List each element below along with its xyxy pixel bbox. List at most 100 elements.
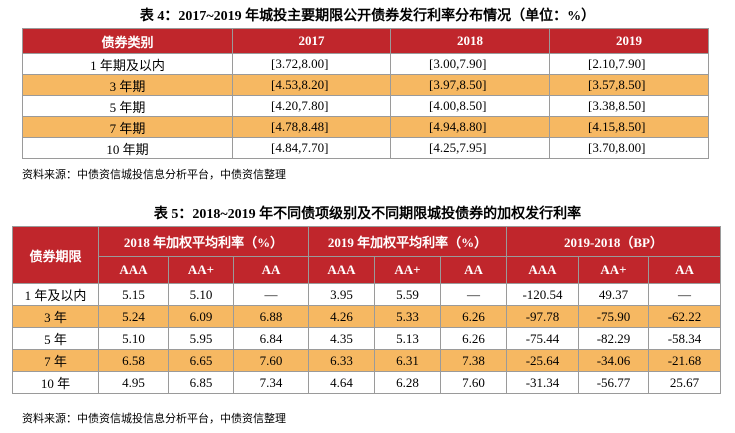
header-cell: 债券类别 bbox=[22, 28, 233, 54]
header-cell: AAA bbox=[506, 256, 579, 284]
header-group: 2018 年加权平均利率（%） bbox=[98, 226, 309, 257]
header-group: 2019-2018（BP） bbox=[505, 226, 722, 257]
cell: 6.88 bbox=[233, 305, 309, 328]
cell: 6.84 bbox=[233, 327, 309, 350]
header-group: 2019 年加权平均利率（%） bbox=[308, 226, 507, 257]
header-cell: AAA bbox=[98, 256, 169, 284]
cell: 6.31 bbox=[374, 349, 441, 372]
cell: 6.09 bbox=[168, 305, 234, 328]
cell: -62.22 bbox=[647, 305, 722, 328]
cell: [4.78,8.48] bbox=[232, 116, 391, 138]
cell: [4.84,7.70] bbox=[232, 137, 391, 159]
cell: 3 年 bbox=[12, 305, 99, 328]
row: 10 年期 [4.84,7.70] [4.25,7.95] [3.70,8.00] bbox=[22, 137, 709, 159]
cell: 6.28 bbox=[374, 371, 441, 394]
cell: [2.10,7.90] bbox=[549, 53, 709, 75]
cell: -56.77 bbox=[578, 371, 649, 394]
cell: 6.65 bbox=[168, 349, 234, 372]
header-cell: 2018 bbox=[390, 28, 550, 54]
header-cell: AA bbox=[440, 256, 507, 284]
cell: 3 年期 bbox=[22, 74, 233, 96]
cell: 5.10 bbox=[168, 283, 234, 306]
cell: 5.59 bbox=[374, 283, 441, 306]
cell: 4.35 bbox=[308, 327, 375, 350]
row: 1 年及以内 5.15 5.10—3.95 5.59— -120.54 49.37— bbox=[12, 283, 722, 306]
cell: 4.64 bbox=[308, 371, 375, 394]
table: 债券期限 2018 年加权平均利率（%） 2019 年加权平均利率（%） 2019-2… bbox=[12, 226, 722, 394]
cell: [4.53,8.20] bbox=[232, 74, 391, 96]
cell: 5.95 bbox=[168, 327, 234, 350]
cell: 6.26 bbox=[440, 305, 507, 328]
row: 3 年 5.24 6.09 6.88 4.26 5.33 6.26 -97.78 -75.90-… bbox=[12, 305, 722, 328]
cell: [3.57,8.50] bbox=[549, 74, 709, 96]
cell: [3.72,8.00] bbox=[232, 53, 391, 75]
cell: [4.20,7.80] bbox=[232, 95, 391, 117]
cell: 7 年 bbox=[12, 349, 99, 372]
row: 3 年期 [4.53,8.20] [3.97,8.50] [3.57,8.50] bbox=[22, 74, 709, 96]
cell: 7.38 bbox=[440, 349, 507, 372]
cell: 6.33 bbox=[308, 349, 375, 372]
cell: [4.94,8.80] bbox=[390, 116, 550, 138]
header-cell: AA bbox=[647, 256, 722, 284]
cell: 7.34 bbox=[233, 371, 309, 394]
table-title: 表 4：2017~2019 年城投主要期限公开债券发行利率分布情况（单位：%） bbox=[139, 9, 596, 24]
cell: -25.64 bbox=[506, 349, 579, 372]
cell: 4.95 bbox=[98, 371, 169, 394]
cell: 7.60 bbox=[233, 349, 309, 372]
cell: [3.70,8.00] bbox=[549, 137, 709, 159]
cell: -58.34 bbox=[647, 327, 722, 350]
cell: 25.67 bbox=[647, 371, 722, 394]
cell: 10 年 bbox=[12, 371, 99, 394]
header-cell: AA+ bbox=[374, 256, 441, 284]
cell: [3.38,8.50] bbox=[549, 95, 709, 117]
cell: 5.13 bbox=[374, 327, 441, 350]
cell: 6.58 bbox=[98, 349, 169, 372]
cell: 7.60 bbox=[440, 371, 507, 394]
row: 7 年 6.58 6.65 7.60 6.33 6.31 7.38 -25.64 -34.06-… bbox=[12, 349, 722, 372]
cell: 1 年及以内 bbox=[12, 283, 99, 306]
cell: [4.25,7.95] bbox=[390, 137, 550, 159]
cell: [3.97,8.50] bbox=[390, 74, 550, 96]
cell: — bbox=[647, 283, 722, 306]
cell: — bbox=[440, 283, 507, 306]
cell: -97.78 bbox=[506, 305, 579, 328]
header-row: 债券期限 2018 年加权平均利率（%） 2019 年加权平均利率（%） 2019-2… bbox=[12, 226, 722, 284]
row: 5 年 5.10 5.95 6.84 4.35 5.13 6.26 -75.44 -82.29-… bbox=[12, 327, 722, 350]
header-cell: AA bbox=[233, 256, 309, 284]
cell: 7 年期 bbox=[22, 116, 233, 138]
cell: 10 年期 bbox=[22, 137, 233, 159]
source-note: 资料来源：中债资信城投信息分析平台，中债资信整理 bbox=[22, 168, 286, 181]
header-cell: 2017 bbox=[232, 28, 391, 54]
header-cell: 债券期限 bbox=[12, 226, 99, 284]
cell: 5 年期 bbox=[22, 95, 233, 117]
header-cell: AA+ bbox=[168, 256, 234, 284]
cell: [3.00,7.90] bbox=[390, 53, 550, 75]
row: 10 年 4.95 6.85 7.34 4.64 6.28 7.60 -31.34 -56.77… bbox=[12, 371, 722, 394]
cell: — bbox=[233, 283, 309, 306]
cell: 1 年期及以内 bbox=[22, 53, 233, 75]
cell: 5.10 bbox=[98, 327, 169, 350]
cell: 6.26 bbox=[440, 327, 507, 350]
row: 5 年期 [4.20,7.80] [4.00,8.50] [3.38,8.50] bbox=[22, 95, 709, 117]
row: 1 年期及以内 [3.72,8.00] [3.00,7.90] [2.10,7.90] bbox=[22, 53, 709, 75]
header-cell: AAA bbox=[308, 256, 375, 284]
cell: -82.29 bbox=[578, 327, 649, 350]
header-cell: 2019 bbox=[549, 28, 709, 54]
table: 债券类别 2017 2018 2019 1 年期及以内 [3.72,8.00] [3.00… bbox=[22, 28, 709, 159]
header-row: 债券类别 2017 2018 2019 bbox=[22, 28, 709, 54]
cell: 6.85 bbox=[168, 371, 234, 394]
cell: -75.90 bbox=[578, 305, 649, 328]
cell: 5.15 bbox=[98, 283, 169, 306]
cell: -31.34 bbox=[506, 371, 579, 394]
cell: [4.15,8.50] bbox=[549, 116, 709, 138]
cell: [4.00,8.50] bbox=[390, 95, 550, 117]
cell: 49.37 bbox=[578, 283, 649, 306]
cell: 5.33 bbox=[374, 305, 441, 328]
cell: -21.68 bbox=[647, 349, 722, 372]
header-cell: AA+ bbox=[578, 256, 649, 284]
cell: 5.24 bbox=[98, 305, 169, 328]
cell: 5 年 bbox=[12, 327, 99, 350]
cell: 4.26 bbox=[308, 305, 375, 328]
cell: -34.06 bbox=[578, 349, 649, 372]
